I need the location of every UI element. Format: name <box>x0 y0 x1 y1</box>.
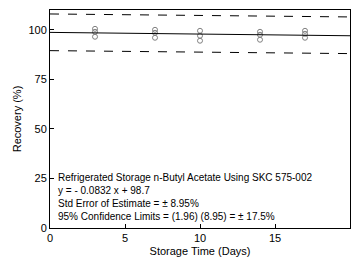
svg-text:Storage Time (Days): Storage Time (Days) <box>150 245 251 257</box>
svg-text:0: 0 <box>47 232 53 244</box>
svg-text:10: 10 <box>194 232 206 244</box>
svg-text:50: 50 <box>35 123 47 135</box>
svg-text:25: 25 <box>35 172 47 184</box>
svg-text:75: 75 <box>35 73 47 85</box>
svg-text:100: 100 <box>28 24 46 36</box>
svg-text:Refrigerated Storage n-Butyl A: Refrigerated Storage n-Butyl Acetate Usi… <box>58 172 312 222</box>
svg-text:Recovery (%): Recovery (%) <box>11 86 23 153</box>
svg-text:15: 15 <box>269 232 281 244</box>
svg-text:0: 0 <box>41 222 47 234</box>
svg-text:5: 5 <box>122 232 128 244</box>
